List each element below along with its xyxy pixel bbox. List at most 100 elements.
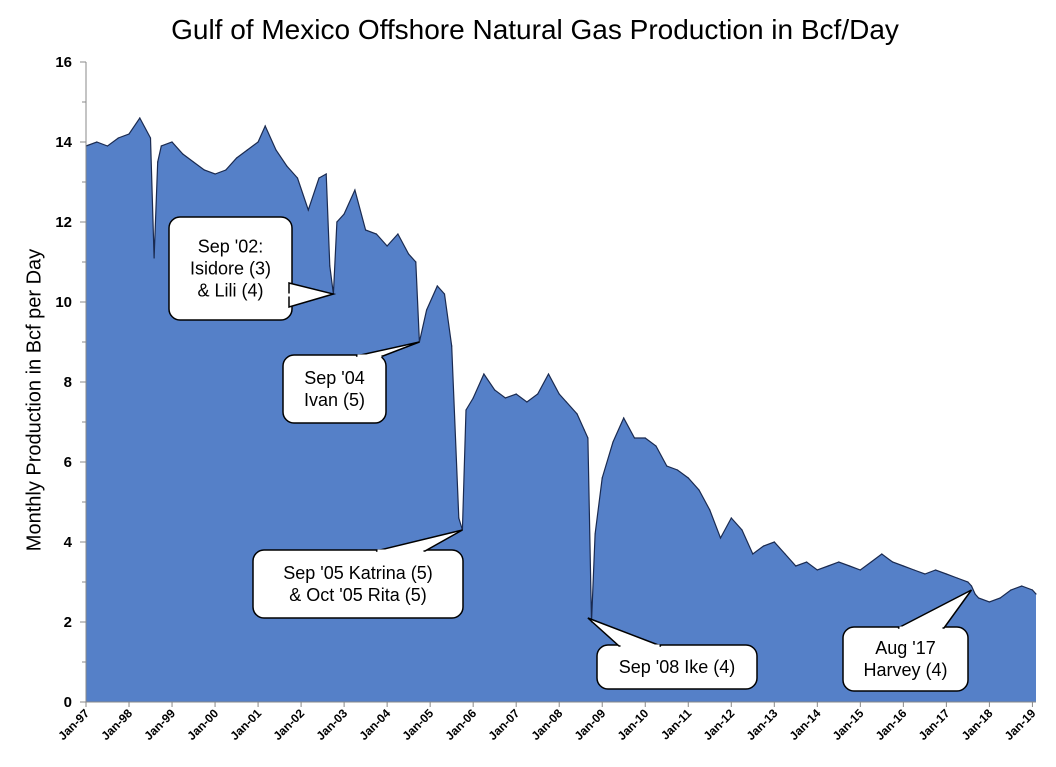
- y-tick-label: 2: [64, 614, 72, 631]
- data-point: [537, 393, 539, 395]
- data-point: [587, 437, 589, 439]
- data-point: [601, 477, 603, 479]
- data-point: [838, 561, 840, 563]
- callout-text: & Lili (4): [197, 281, 263, 301]
- annotation-callout: Sep '08 Ike (4): [587, 617, 758, 690]
- callout-box: [168, 216, 293, 321]
- data-point: [117, 137, 119, 139]
- data-point: [153, 257, 155, 259]
- data-point: [644, 437, 646, 439]
- callout-text: Sep '05 Katrina (5): [283, 563, 433, 583]
- data-point: [988, 601, 991, 603]
- y-tick-label: 4: [64, 534, 73, 551]
- y-tick-label: 6: [64, 454, 72, 471]
- data-point: [1035, 593, 1037, 595]
- data-point: [443, 293, 446, 295]
- data-point: [257, 141, 259, 143]
- x-tick-label: Jan-03: [313, 706, 350, 743]
- data-point: [149, 137, 152, 139]
- data-point: [472, 397, 474, 399]
- data-point: [451, 345, 453, 347]
- data-point: [504, 397, 506, 399]
- x-tick-label: Jan-97: [55, 706, 92, 743]
- data-point: [264, 125, 266, 127]
- x-tick-label: Jan-07: [486, 706, 523, 743]
- data-point: [203, 169, 205, 171]
- callout-box: [282, 354, 387, 424]
- data-point: [956, 577, 958, 579]
- data-point: [96, 141, 98, 143]
- data-point: [436, 285, 438, 287]
- data-point: [913, 569, 915, 571]
- data-point: [214, 173, 216, 175]
- data-point: [415, 261, 417, 263]
- data-point: [128, 133, 130, 135]
- y-tick-label: 16: [55, 54, 72, 71]
- x-tick-label: Jan-08: [529, 706, 566, 743]
- data-point: [655, 445, 657, 447]
- data-point: [892, 561, 894, 563]
- data-point: [547, 373, 550, 375]
- x-tick-label: Jan-16: [873, 706, 910, 743]
- data-point: [870, 561, 872, 563]
- data-point: [849, 565, 851, 567]
- x-tick-label: Jan-17: [916, 706, 953, 743]
- x-tick-label: Jan-10: [615, 706, 652, 743]
- callout-text: Sep '08 Ike (4): [619, 657, 736, 677]
- x-tick-label: Jan-18: [959, 706, 996, 743]
- x-tick-label: Jan-05: [399, 706, 436, 743]
- x-tick-label: Jan-14: [787, 706, 824, 743]
- data-point: [999, 597, 1001, 599]
- data-point: [719, 537, 722, 539]
- callout-text: Harvey (4): [863, 660, 947, 680]
- data-point: [773, 541, 775, 543]
- annotation-callout: Sep '02:Isidore (3)& Lili (4): [168, 216, 337, 321]
- data-point: [182, 153, 184, 155]
- data-point: [160, 145, 162, 147]
- data-point: [225, 169, 227, 171]
- data-point: [859, 569, 861, 571]
- data-point: [762, 545, 765, 547]
- data-point: [967, 581, 969, 583]
- data-point: [741, 529, 743, 531]
- x-tick-label: Jan-04: [356, 706, 393, 743]
- data-point: [666, 465, 668, 467]
- data-point: [329, 265, 331, 267]
- x-tick-label: Jan-12: [701, 706, 738, 743]
- data-point: [698, 489, 700, 491]
- data-point: [974, 593, 976, 595]
- data-point: [325, 173, 327, 175]
- x-tick-label: Jan-13: [744, 706, 781, 743]
- x-tick-label: Jan-09: [572, 706, 609, 743]
- data-point: [458, 517, 460, 519]
- y-tick-label: 0: [64, 694, 72, 711]
- data-point: [483, 373, 485, 375]
- callout-text: Sep '02:: [198, 237, 264, 257]
- data-point: [397, 233, 399, 235]
- callout-box: [596, 644, 758, 690]
- x-tick-label: Jan-15: [830, 706, 867, 743]
- data-point: [795, 565, 797, 567]
- data-point: [1031, 589, 1033, 591]
- data-point: [192, 161, 195, 163]
- data-point: [970, 585, 973, 587]
- data-point: [827, 565, 829, 567]
- data-point: [526, 401, 528, 403]
- y-tick-label: 8: [64, 374, 72, 391]
- data-point: [343, 213, 345, 215]
- data-point: [784, 553, 786, 555]
- data-point: [426, 309, 428, 311]
- data-point: [139, 117, 141, 119]
- data-point: [246, 149, 248, 151]
- data-point: [307, 209, 309, 211]
- series-line-0: [85, 116, 1037, 623]
- data-point: [336, 221, 338, 223]
- data-point: [583, 429, 585, 431]
- y-tick-label: 10: [55, 294, 72, 311]
- annotation-callout: Sep '05 Katrina (5)& Oct '05 Rita (5): [252, 529, 464, 619]
- data-point: [676, 469, 679, 471]
- data-point: [687, 477, 689, 479]
